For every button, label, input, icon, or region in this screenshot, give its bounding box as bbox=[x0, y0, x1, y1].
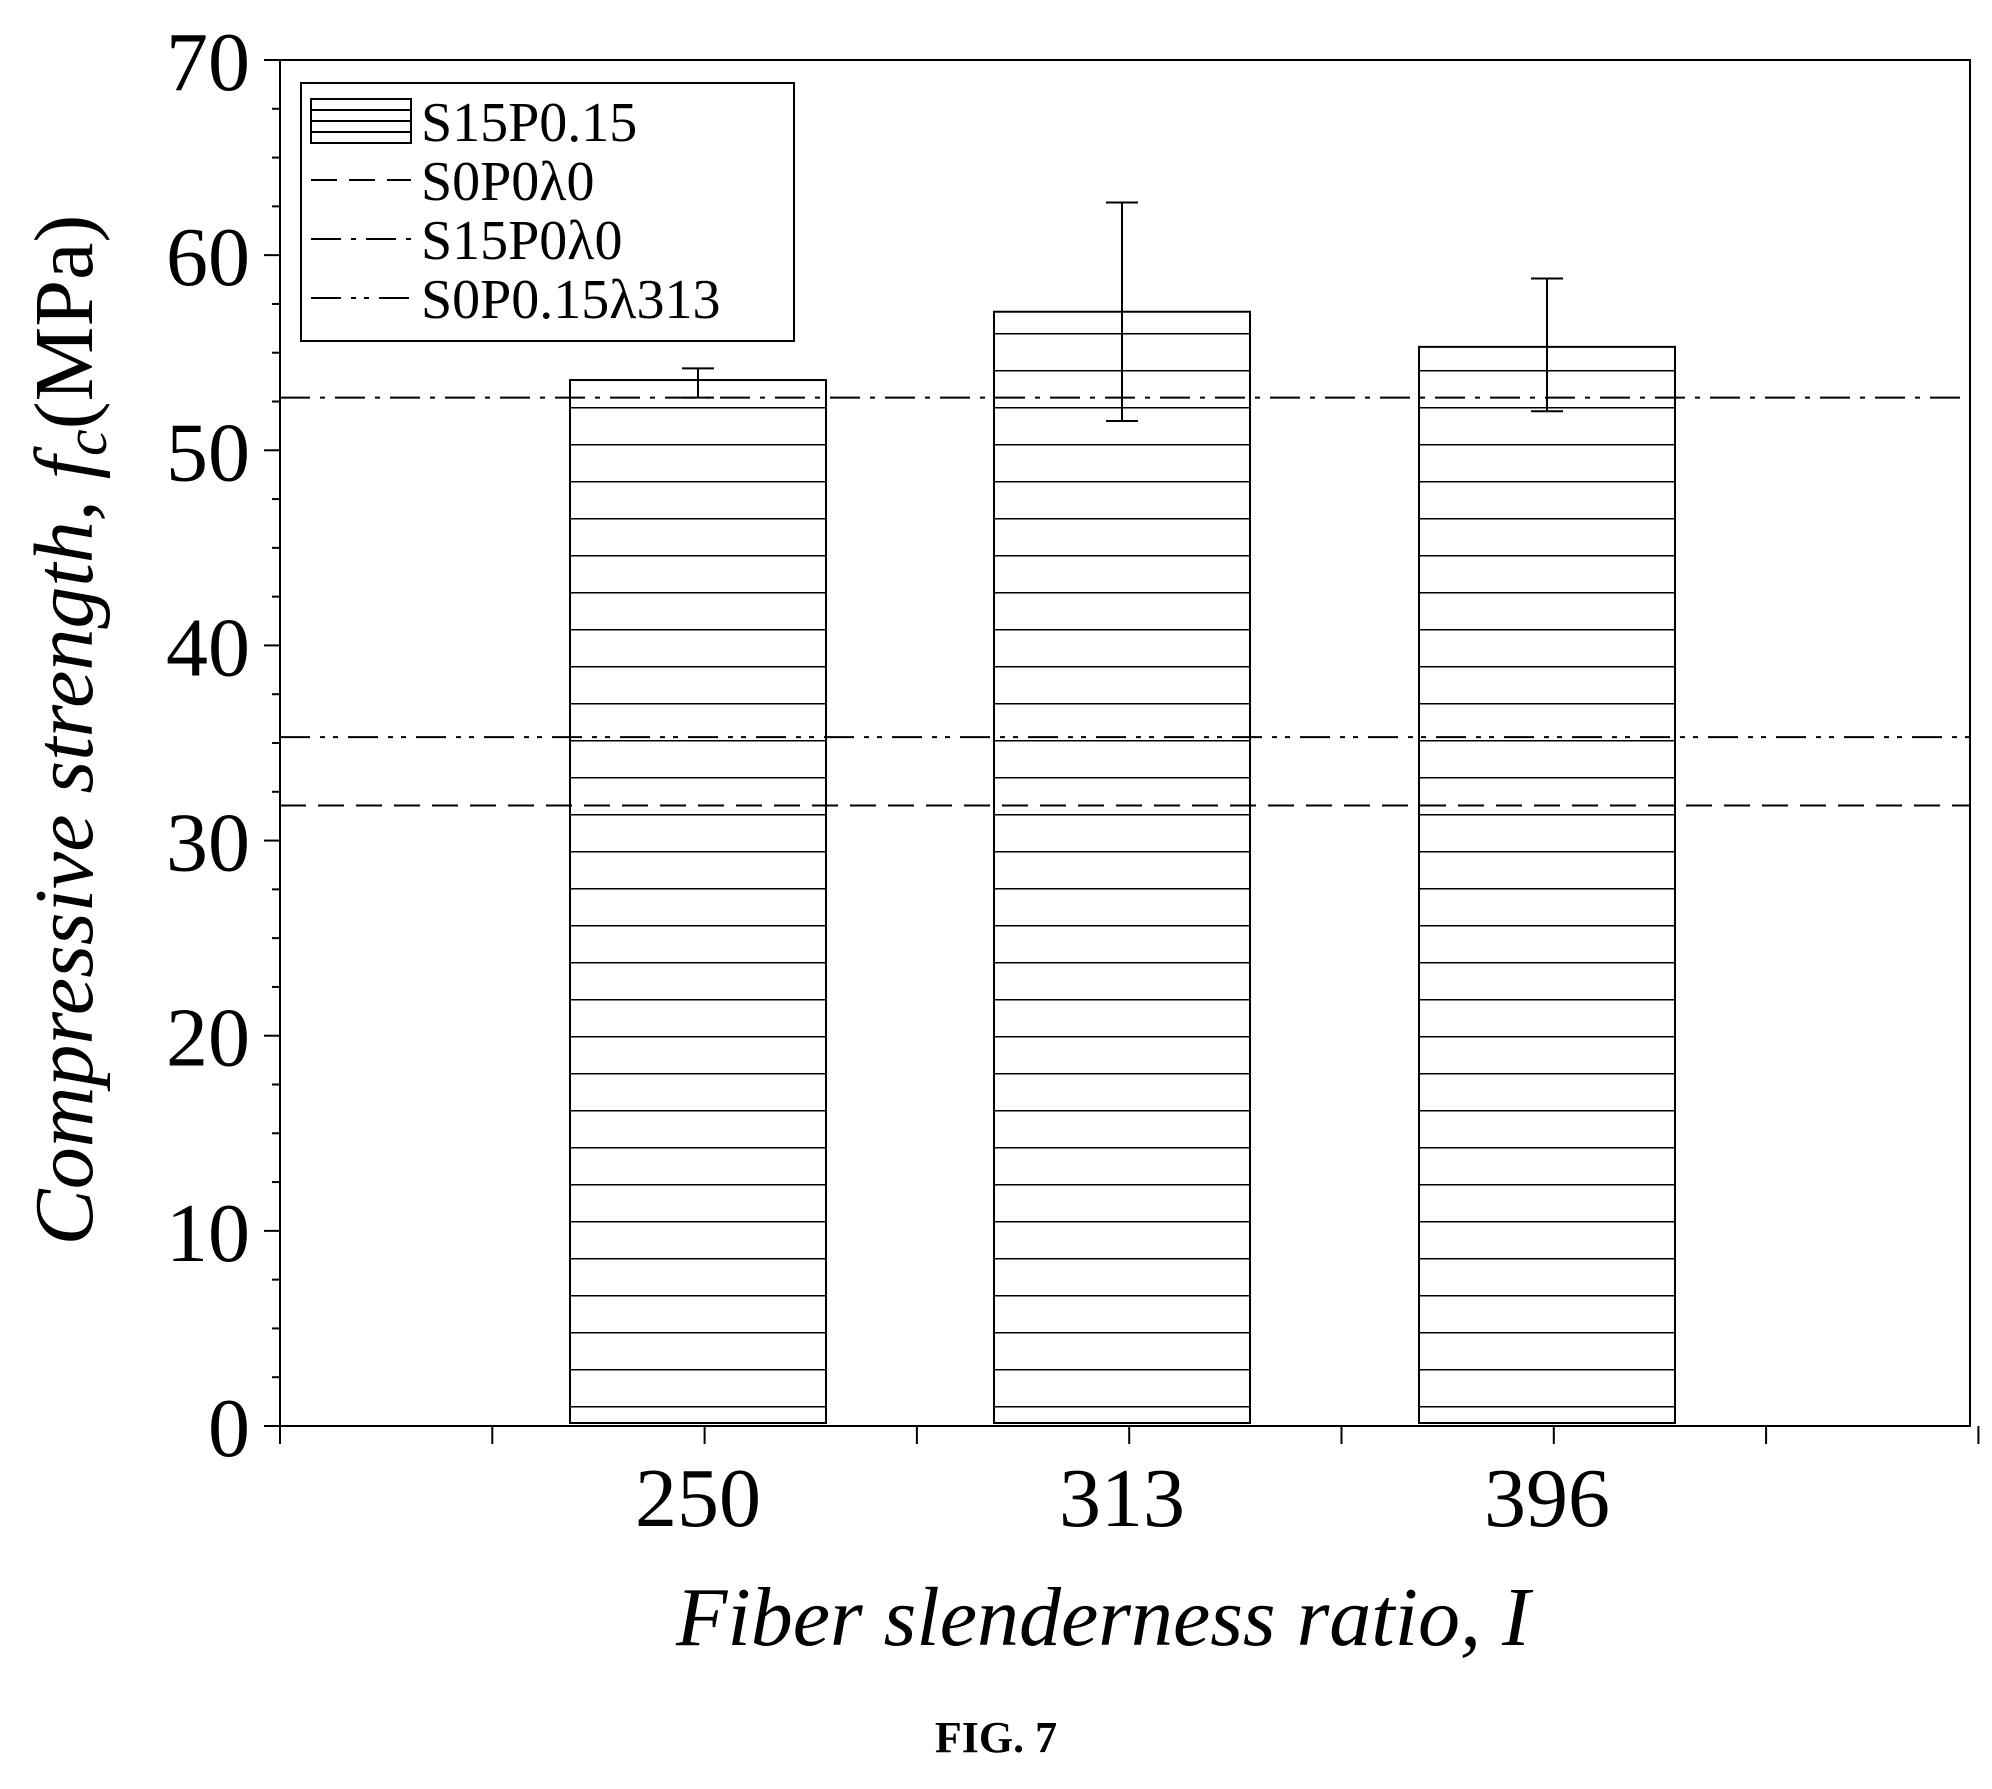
y-axis: 0 10 20 30 40 50 60 70 bbox=[166, 16, 280, 1475]
legend-label: S15P0.15 bbox=[421, 92, 637, 154]
y-tick-label: 0 bbox=[208, 1382, 250, 1475]
bar bbox=[1418, 345, 1676, 1424]
legend-label: S0P0λ0 bbox=[421, 151, 594, 213]
y-tick-label: 70 bbox=[166, 16, 250, 109]
chart: 0 10 20 30 40 50 60 70 250 313 396 Fiber slendern… bbox=[18, 16, 1980, 1664]
x-tick-label: 396 bbox=[1484, 1452, 1610, 1545]
legend-label: S15P0λ0 bbox=[421, 210, 622, 272]
bar bbox=[569, 379, 827, 1424]
y-tick-label: 40 bbox=[166, 601, 250, 694]
bar bbox=[993, 310, 1251, 1425]
x-axis: 250 313 396 bbox=[279, 1426, 1980, 1545]
y-tick-label: 60 bbox=[166, 211, 250, 304]
x-tick-label: 313 bbox=[1059, 1452, 1185, 1545]
error-bar-group bbox=[682, 201, 1563, 423]
reference-line-group bbox=[280, 396, 1970, 807]
bar-group bbox=[569, 310, 1676, 1425]
y-axis-label: Compressive strength, fc(MPa) bbox=[18, 215, 119, 1246]
legend-label: S0P0.15λ313 bbox=[421, 269, 720, 331]
figure-caption: FIG. 7 bbox=[934, 1713, 1058, 1762]
y-tick-label: 20 bbox=[166, 992, 250, 1085]
y-tick-label: 10 bbox=[166, 1187, 250, 1280]
x-axis-label: Fiber slenderness ratio, I bbox=[675, 1571, 1534, 1664]
y-tick-label: 50 bbox=[166, 406, 250, 499]
y-tick-label: 30 bbox=[166, 797, 250, 890]
x-tick-label: 250 bbox=[635, 1452, 761, 1545]
